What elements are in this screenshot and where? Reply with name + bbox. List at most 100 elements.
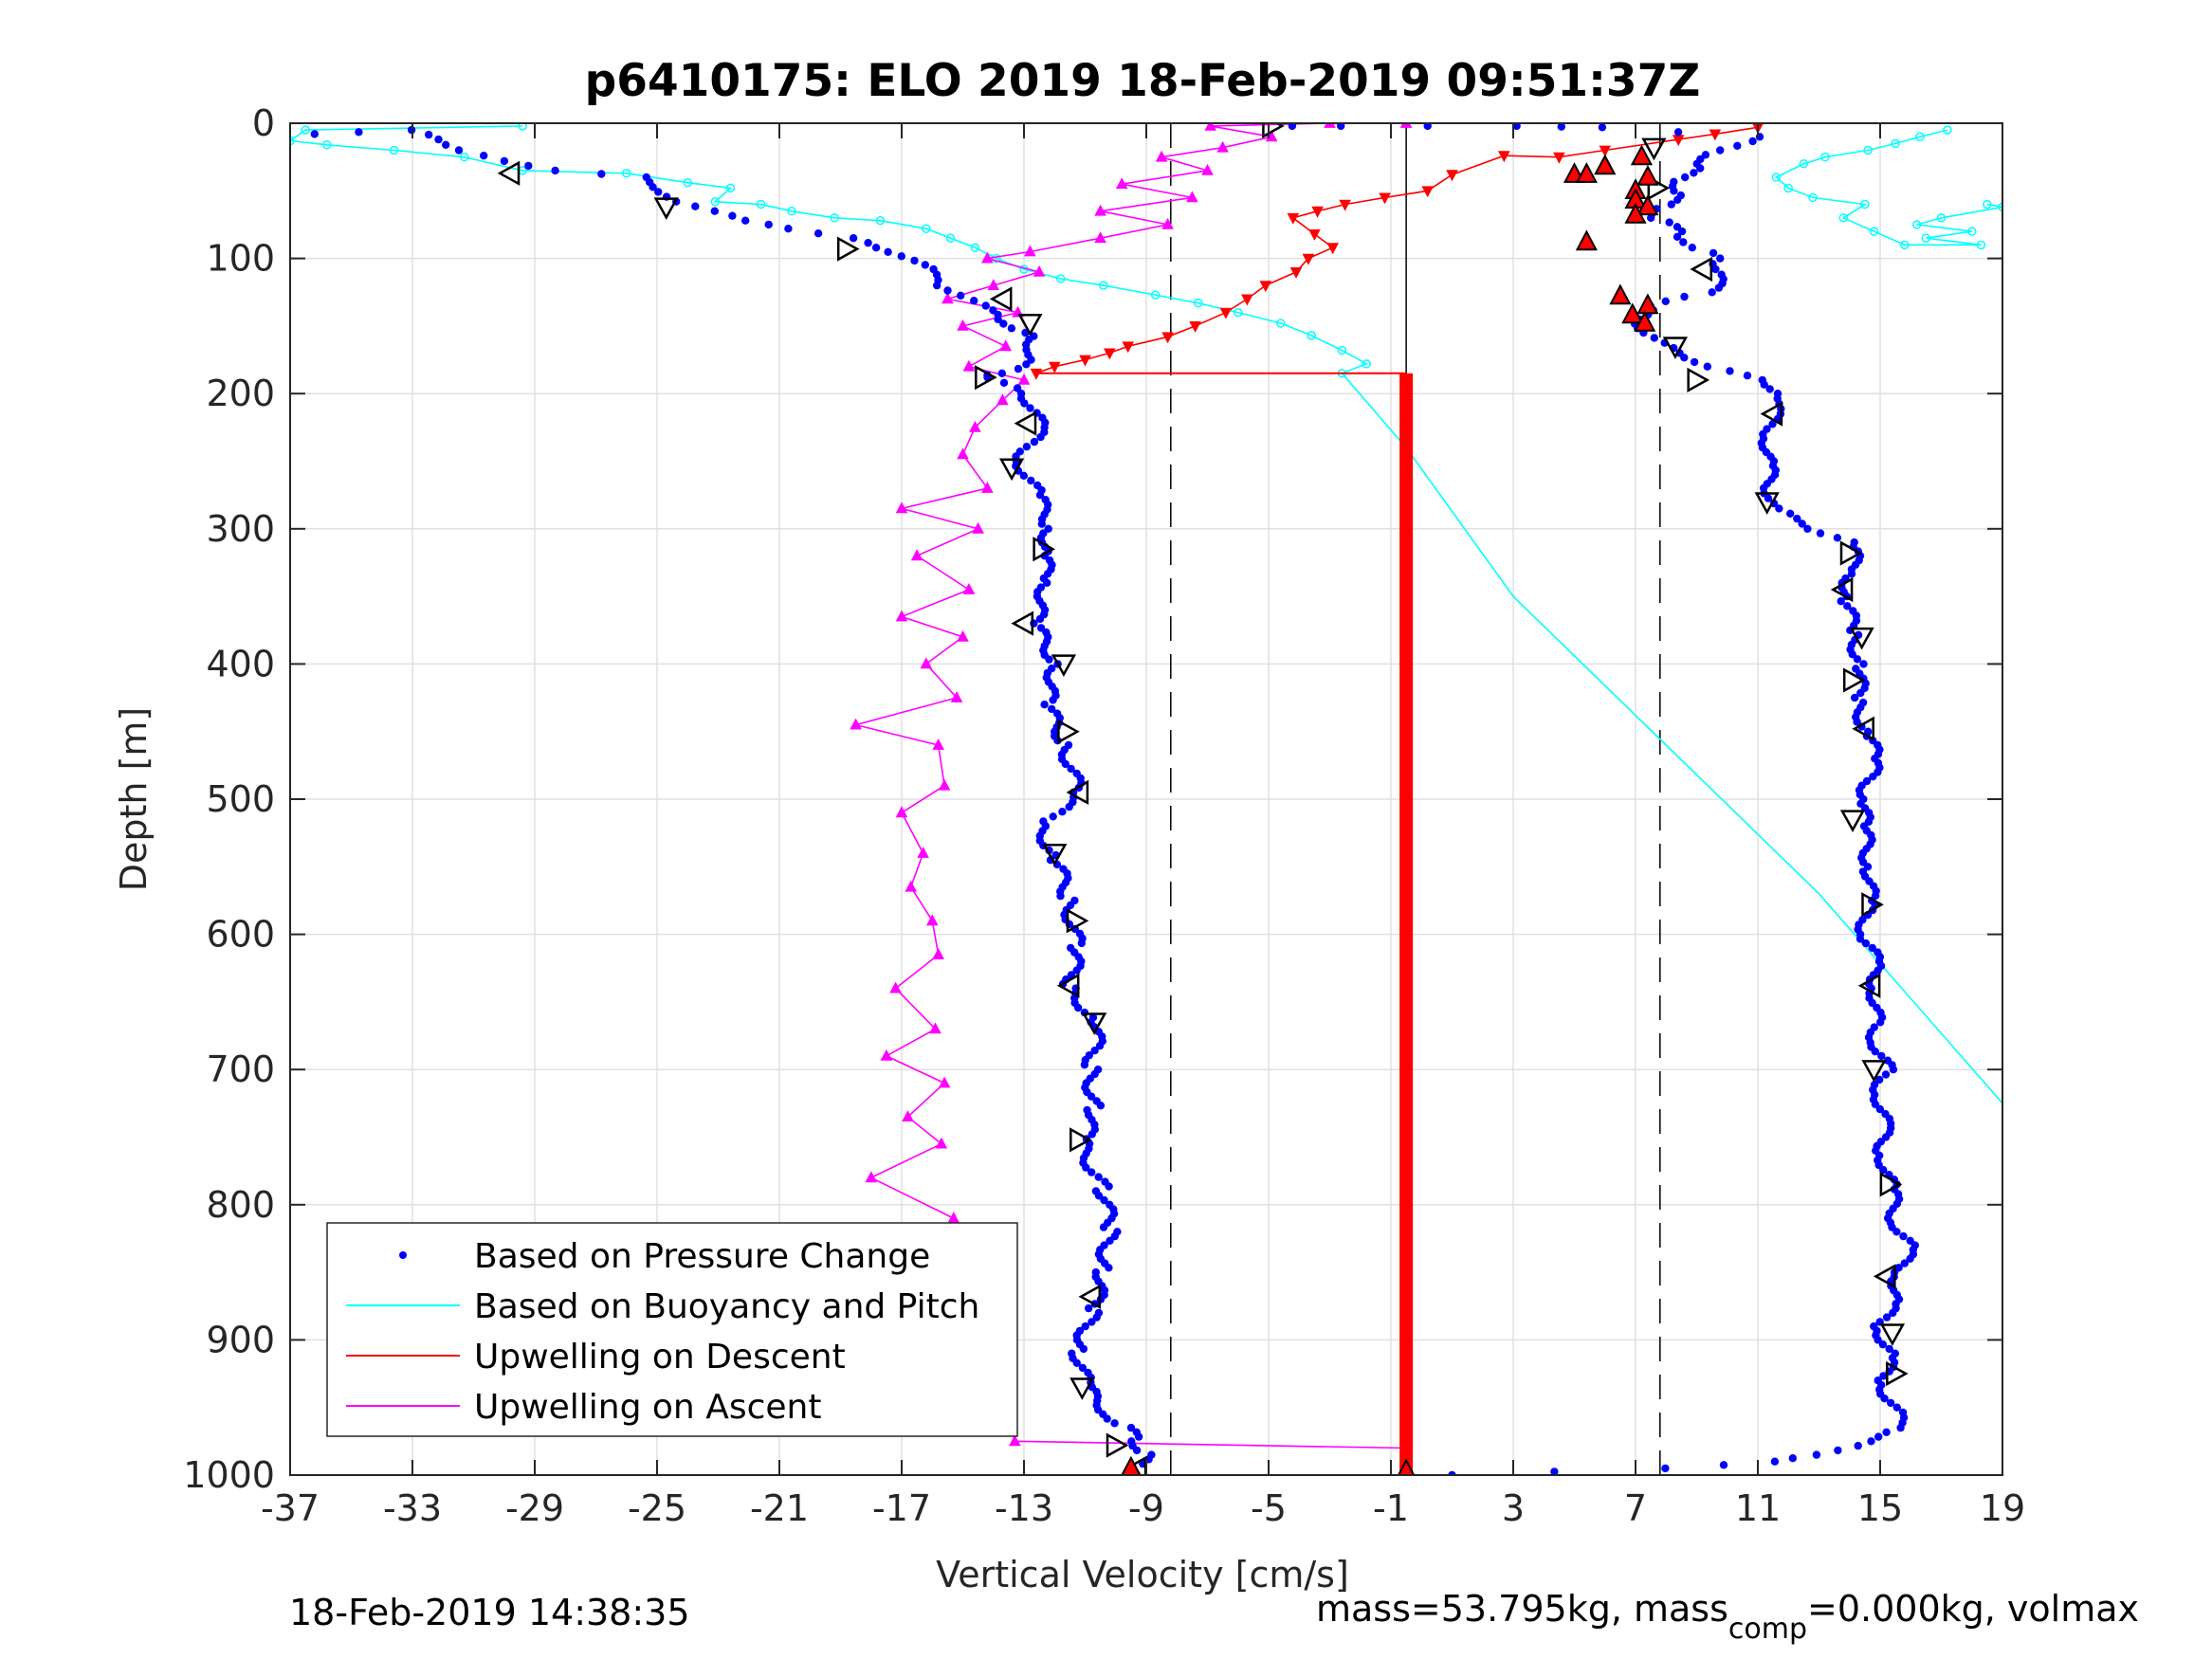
pressure-change-point bbox=[1423, 123, 1432, 131]
upwelling-ascent-point bbox=[1324, 123, 1336, 128]
x-tick-label: -37 bbox=[261, 1487, 320, 1529]
open-triangle-marker bbox=[1879, 1323, 1906, 1346]
upwelling-ascent-point bbox=[910, 549, 923, 561]
upwelling-descent-point bbox=[1189, 321, 1201, 333]
upwelling-ascent-point bbox=[1094, 204, 1106, 216]
open-triangle-marker bbox=[1069, 1377, 1095, 1400]
open-triangle-marker bbox=[1857, 973, 1881, 998]
pressure-change-point bbox=[1881, 1070, 1891, 1079]
pressure-change-point bbox=[1870, 1322, 1878, 1331]
pressure-change-point bbox=[1019, 471, 1029, 480]
upwelling-descent-point bbox=[1326, 243, 1339, 255]
open-triangle-marker bbox=[1687, 367, 1710, 393]
pressure-change-point bbox=[1088, 1318, 1096, 1326]
pressure-change-point bbox=[1077, 939, 1087, 948]
open-triangle-marker bbox=[1647, 175, 1671, 201]
red-triangle-marker bbox=[1636, 194, 1659, 216]
upwelling-descent-point bbox=[1049, 361, 1061, 374]
pressure-change-point bbox=[1022, 443, 1032, 451]
pressure-change-point bbox=[1512, 123, 1521, 131]
upwelling-ascent-point bbox=[1024, 245, 1036, 257]
pressure-change-point bbox=[1803, 524, 1812, 533]
x-tick-label: -5 bbox=[1251, 1487, 1287, 1529]
buoyancy-point bbox=[1936, 213, 1947, 223]
y-tick-label: 900 bbox=[206, 1319, 275, 1360]
pressure-change-point bbox=[1078, 1363, 1088, 1373]
x-tick-label: 11 bbox=[1735, 1487, 1781, 1529]
pressure-change-point bbox=[1850, 538, 1858, 547]
pressure-change-point bbox=[1874, 1376, 1882, 1385]
upwelling-descent-point bbox=[1599, 145, 1611, 157]
open-triangle-marker bbox=[1852, 716, 1874, 741]
upwelling-ascent-point bbox=[1186, 191, 1198, 203]
upwelling-ascent-point bbox=[850, 718, 862, 730]
pressure-change-point bbox=[1898, 1408, 1908, 1417]
legend-label-upwelling-descent: Upwelling on Descent bbox=[474, 1338, 846, 1376]
buoyancy-point bbox=[1838, 213, 1849, 223]
upwelling-ascent-point bbox=[929, 1022, 941, 1034]
upwelling-ascent-point bbox=[987, 279, 999, 290]
pressure-change-point bbox=[1837, 597, 1845, 606]
upwelling-descent-point bbox=[1709, 129, 1722, 141]
pressure-change-point bbox=[1673, 128, 1683, 137]
pressure-change-point bbox=[814, 229, 823, 238]
buoyancy-point bbox=[1860, 199, 1870, 210]
upwelling-ascent-point bbox=[999, 339, 1012, 352]
buoyancy-point bbox=[1911, 220, 1922, 229]
legend-swatch-pressure-change bbox=[399, 1251, 407, 1259]
pressure-change-point bbox=[921, 261, 929, 269]
pressure-change-point bbox=[1035, 614, 1045, 624]
pressure-change-point bbox=[1105, 1264, 1113, 1272]
buoyancy-point bbox=[1234, 307, 1243, 318]
pressure-change-point bbox=[1065, 802, 1073, 811]
pressure-change-point bbox=[1598, 123, 1607, 132]
open-triangle-marker bbox=[1057, 719, 1080, 744]
pressure-change-point bbox=[454, 146, 464, 155]
pressure-change-point bbox=[1726, 367, 1734, 375]
x-tick-label: 3 bbox=[1502, 1487, 1525, 1529]
pressure-change-point bbox=[764, 220, 773, 229]
buoyancy-point bbox=[1055, 274, 1066, 283]
open-triangle-marker bbox=[1014, 410, 1037, 436]
pressure-change-point bbox=[1716, 254, 1725, 263]
open-triangle-marker bbox=[1842, 667, 1866, 693]
x-tick-label: 19 bbox=[1980, 1487, 2025, 1529]
pressure-change-point bbox=[1690, 357, 1699, 367]
pressure-change-point bbox=[1037, 520, 1047, 528]
pressure-change-point bbox=[1096, 1102, 1106, 1110]
pressure-change-point bbox=[1773, 390, 1782, 398]
buoyancy-point bbox=[1150, 290, 1161, 300]
pressure-change-point bbox=[1072, 966, 1081, 975]
upwelling-descent-point bbox=[1553, 152, 1565, 164]
pressure-change-point bbox=[425, 130, 433, 139]
pressure-change-point bbox=[1883, 1056, 1892, 1065]
pressure-change-point bbox=[1105, 1182, 1113, 1191]
upwelling-ascent-point bbox=[938, 1076, 951, 1088]
upwelling-ascent-point bbox=[1009, 1434, 1021, 1447]
open-triangle-marker bbox=[1754, 492, 1780, 515]
pressure-change-point bbox=[1899, 1231, 1908, 1241]
pressure-change-point bbox=[1906, 1236, 1914, 1246]
y-tick-label: 0 bbox=[252, 102, 275, 144]
buoyancy-point bbox=[756, 199, 766, 210]
pressure-change-point bbox=[1690, 169, 1698, 177]
pressure-change-point bbox=[1858, 916, 1867, 924]
pressure-change-point bbox=[1676, 191, 1686, 200]
buoyancy-point bbox=[1276, 319, 1286, 328]
upwelling-ascent-point bbox=[1115, 177, 1128, 190]
pressure-change-point bbox=[1132, 1446, 1142, 1455]
pressure-change-point bbox=[1892, 1403, 1902, 1412]
x-tick-label: -1 bbox=[1373, 1487, 1409, 1529]
upwelling-ascent-point bbox=[917, 847, 929, 858]
buoyancy-point bbox=[1783, 183, 1793, 193]
open-triangle-marker bbox=[497, 160, 521, 186]
pressure-change-point bbox=[1708, 288, 1716, 297]
buoyancy-point bbox=[1998, 202, 2002, 212]
pressure-change-point bbox=[1036, 432, 1045, 442]
pressure-change-point bbox=[1090, 1047, 1099, 1055]
pressure-change-point bbox=[310, 130, 319, 138]
buoyancy-point bbox=[389, 145, 399, 155]
upwelling-ascent-point bbox=[895, 610, 908, 622]
pressure-change-point bbox=[1058, 808, 1067, 816]
